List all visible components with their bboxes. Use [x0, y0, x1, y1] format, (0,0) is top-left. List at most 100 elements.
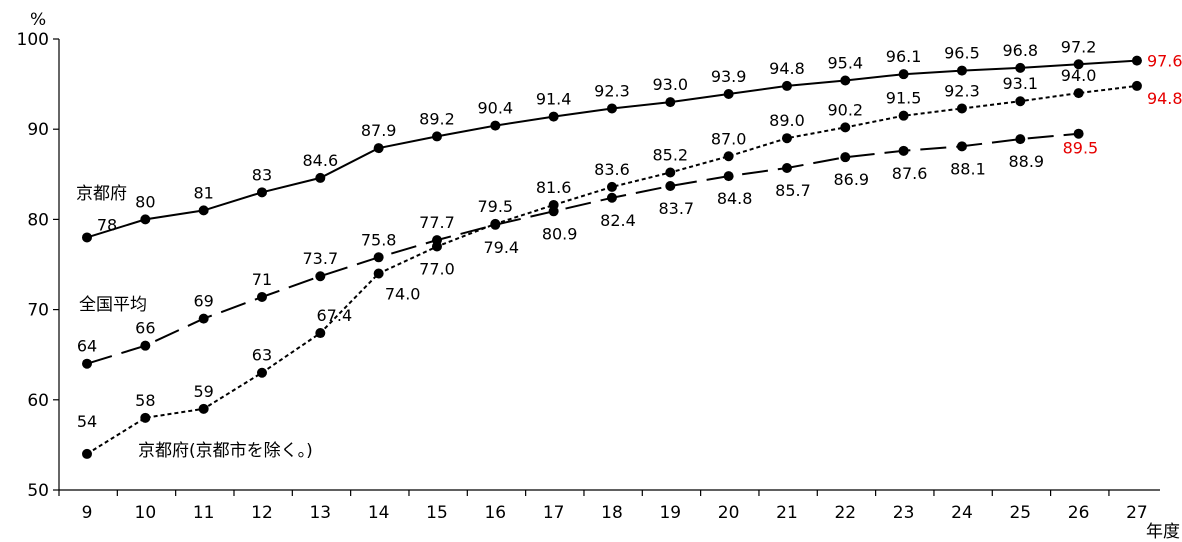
data-label: 87.9	[361, 121, 397, 140]
data-label: 58	[135, 391, 155, 410]
data-label: 96.8	[1002, 41, 1038, 60]
x-tick-label: 10	[135, 503, 157, 523]
data-point	[82, 448, 92, 459]
series-name-label: 全国平均	[79, 295, 147, 315]
data-label: 89.5	[1063, 139, 1099, 158]
data-label: 91.4	[536, 90, 572, 109]
data-label: 94.8	[769, 59, 805, 78]
x-tick-label: 11	[193, 503, 215, 523]
data-point	[1073, 59, 1084, 70]
data-label: 82.4	[600, 211, 636, 230]
data-point	[1073, 88, 1084, 99]
data-point	[723, 171, 734, 182]
series-name-label: 京都府(京都市を除く。)	[138, 441, 313, 461]
data-label: 63	[252, 346, 272, 365]
data-label: 54	[77, 412, 97, 431]
data-point	[956, 65, 967, 76]
data-point	[781, 133, 792, 144]
data-labels: 78 80 81 83 84.6 87.9 89.2 90.4 91.4 92.3 93.0 93.9…	[76, 37, 1182, 461]
data-point	[140, 340, 151, 351]
data-label: 73.7	[303, 249, 339, 268]
data-point	[781, 80, 792, 91]
data-point	[198, 403, 209, 414]
data-point	[1015, 62, 1026, 73]
data-point	[490, 218, 501, 229]
data-label: 88.1	[950, 159, 986, 178]
data-label: 75.8	[361, 230, 397, 249]
series-line	[86, 132, 1079, 365]
data-label: 84.8	[717, 189, 753, 208]
data-point	[665, 97, 676, 108]
data-label: 92.3	[944, 81, 980, 100]
data-point	[256, 291, 267, 302]
data-point	[198, 313, 209, 324]
data-label: 90.2	[827, 100, 863, 119]
data-point	[82, 232, 92, 243]
data-point	[431, 131, 442, 142]
series-layer	[82, 55, 1142, 459]
data-label: 85.7	[775, 181, 811, 200]
data-label: 84.6	[303, 151, 339, 170]
data-label: 97.6	[1147, 52, 1182, 71]
data-label: 83.7	[658, 199, 694, 218]
data-label: 87.6	[892, 164, 928, 183]
data-point	[82, 358, 92, 369]
x-tick-label: 21	[776, 503, 798, 523]
data-label: 89.0	[769, 111, 805, 130]
data-point	[198, 205, 209, 216]
x-tick-label: 16	[484, 503, 506, 523]
x-tick-label: 15	[426, 503, 448, 523]
x-tick-label: 25	[1009, 503, 1031, 523]
x-tick-label: 17	[543, 503, 565, 523]
data-point	[1015, 96, 1026, 107]
data-point	[256, 187, 267, 198]
data-point	[140, 214, 151, 225]
data-label: 81	[193, 183, 213, 202]
data-point	[373, 143, 384, 154]
series-group	[82, 55, 1142, 243]
data-point	[840, 152, 851, 163]
data-label: 79.5	[477, 197, 513, 216]
data-point	[373, 252, 384, 263]
data-point	[490, 120, 501, 131]
data-label: 93.1	[1002, 74, 1038, 93]
x-tick-label: 24	[951, 503, 973, 523]
data-point	[665, 167, 676, 178]
data-point	[840, 75, 851, 86]
data-label: 93.0	[652, 75, 688, 94]
x-tick-label: 27	[1126, 503, 1148, 523]
x-tick-label: 9	[82, 503, 93, 523]
data-label: 94.8	[1147, 89, 1182, 108]
data-point	[315, 172, 326, 183]
y-tick-label: 90	[27, 120, 49, 140]
series-group	[82, 80, 1142, 459]
data-label: 93.9	[711, 67, 747, 86]
x-tick-label: 13	[309, 503, 331, 523]
data-point	[606, 181, 617, 192]
data-label: 79.4	[483, 238, 519, 257]
data-label: 95.4	[827, 53, 863, 72]
series-line	[86, 84, 1138, 455]
data-point	[665, 181, 676, 192]
data-label: 83.6	[594, 160, 630, 179]
x-tick-label: 26	[1068, 503, 1090, 523]
data-point	[1073, 128, 1084, 139]
data-label: 86.9	[833, 170, 869, 189]
data-point	[840, 122, 851, 133]
data-label: 77.7	[419, 213, 455, 232]
data-point	[431, 241, 442, 252]
data-label: 97.2	[1061, 37, 1097, 56]
series-name-label: 京都府	[76, 184, 127, 204]
data-point	[606, 192, 617, 203]
data-point	[548, 199, 559, 210]
data-label: 92.3	[594, 81, 630, 100]
axes: 50 60 70 80 90 100 9 10 11 12 13 14 15 16 17 18 19 20 21 22…	[17, 30, 1160, 523]
x-tick-label: 12	[251, 503, 273, 523]
data-label: 64	[77, 337, 97, 356]
y-tick-label: 100	[17, 30, 49, 50]
data-point	[723, 89, 734, 100]
y-tick-label: 80	[27, 210, 49, 230]
y-tick-label: 70	[27, 301, 49, 321]
data-label: 94.0	[1061, 66, 1097, 85]
x-axis-unit: 年度	[1146, 522, 1180, 542]
